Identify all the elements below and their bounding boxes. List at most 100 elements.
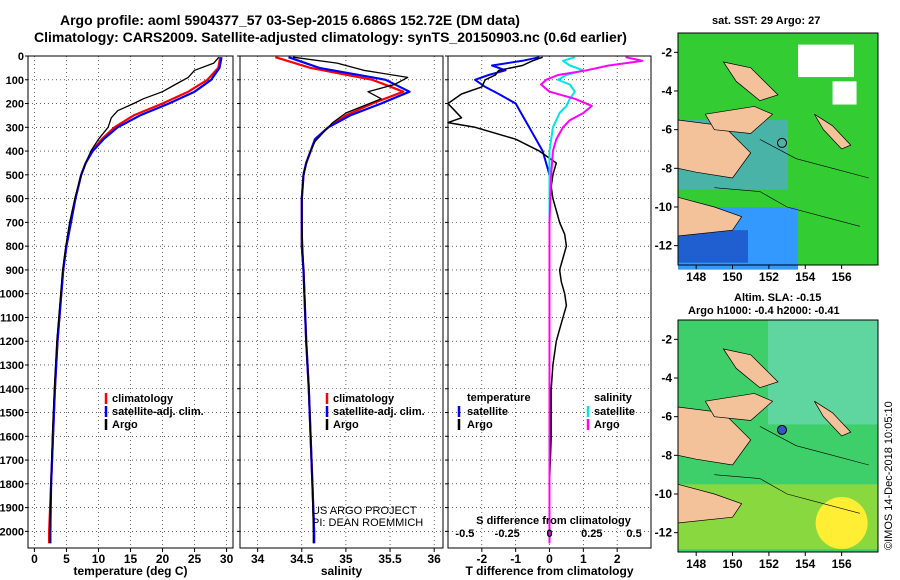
legend-t-satellite-label: satellite (467, 406, 508, 418)
map-sst (677, 32, 879, 270)
x-axis-label: T difference from climatology (465, 564, 633, 578)
legend-s-argo-label: Argo (594, 419, 620, 431)
land-bougainville (814, 113, 852, 150)
figure-title-line2: Climatology: CARS2009. Satellite-adjuste… (34, 29, 627, 45)
y-tick-label: 1400 (0, 384, 24, 396)
sst-field-cold (678, 230, 748, 263)
y-tick-label: 1800 (0, 479, 24, 491)
legend-argo-label: Argo (112, 419, 138, 431)
s-tick-label: 0.25 (581, 528, 602, 540)
series-argo-line (292, 56, 409, 544)
series-t-diff-argo-line (447, 56, 568, 544)
x-tick-label: 0 (546, 552, 553, 566)
y-tick-label: 1300 (0, 360, 24, 372)
legend-satellite-label: satellite-adj. clim. (333, 406, 425, 418)
map-x-tick-label: 154 (795, 557, 815, 571)
legend-temperature-title: temperature (467, 392, 531, 404)
x-tick-label: 34 (251, 552, 265, 566)
profile-panel-frame-1 (239, 55, 444, 549)
legend-t-argo-label: Argo (467, 419, 493, 431)
land-bougainville (814, 400, 852, 437)
y-tick-label: 900 (6, 265, 24, 277)
x-axis-label: salinity (321, 564, 363, 578)
x-tick-label: 2 (614, 552, 621, 566)
map-y-tick-label: -6 (661, 410, 672, 424)
s-tick-label: -0.5 (455, 528, 474, 540)
y-tick-label: 1700 (0, 455, 24, 467)
x-axis-label: temperature (deg C) (73, 564, 187, 578)
imos-stamp: ©IMOS 14-Dec-2018 10:05:10 (883, 401, 895, 550)
x-tick-label: 36 (427, 552, 441, 566)
x-tick-label: 0 (31, 552, 38, 566)
s-tick-label: 0 (546, 528, 552, 540)
map-y-tick-label: -2 (661, 45, 672, 59)
y-tick-label: 1100 (0, 312, 24, 324)
series-s-diff-argo-line (540, 56, 644, 544)
y-tick-label: 1900 (0, 503, 24, 515)
y-tick-label: 1200 (0, 336, 24, 348)
y-tick-label: 2000 (0, 526, 24, 538)
map-sla (677, 319, 879, 553)
legend-satellite-label: satellite-adj. clim. (112, 406, 204, 418)
legend-climatology-label: climatology (112, 393, 174, 405)
x-tick-label: 35.5 (378, 552, 402, 566)
s-tick-label: -0.25 (495, 528, 520, 540)
map-y-tick-label: -12 (655, 526, 673, 540)
x-tick-label: -1 (510, 552, 521, 566)
map-y-tick-label: -8 (661, 161, 672, 175)
bathy-contour (714, 187, 860, 227)
profile-panel-frame-0 (27, 55, 234, 549)
map-x-tick-label: 156 (832, 270, 852, 284)
map-y-tick-label: -10 (655, 200, 673, 214)
map-frame (677, 319, 879, 553)
x-tick-label: 15 (124, 552, 138, 566)
sla-high-anomaly (815, 497, 868, 549)
argo-float-marker (777, 137, 787, 148)
map-x-tick-label: 154 (795, 270, 815, 284)
y-tick-label: 400 (6, 146, 24, 158)
map-frame (677, 32, 879, 266)
s-axis-label: S difference from climatology (476, 515, 632, 527)
land-new-ireland (722, 348, 779, 389)
map-x-tick-label: 150 (723, 557, 743, 571)
map-x-tick-label: 148 (686, 270, 706, 284)
y-tick-label: 600 (6, 194, 24, 206)
figure-title-line1: Argo profile: aoml 5904377_57 03-Sep-201… (60, 12, 520, 28)
credit-project: US ARGO PROJECT (312, 505, 417, 517)
map-x-tick-label: 152 (759, 557, 779, 571)
land-new-ireland (722, 61, 779, 102)
x-tick-label: 1 (580, 552, 587, 566)
y-tick-label: 800 (6, 241, 24, 253)
y-tick-label: 500 (6, 170, 24, 182)
credit-pi: PI: DEAN ROEMMICH (312, 517, 424, 529)
map-x-tick-label: 152 (759, 270, 779, 284)
map-y-tick-label: -8 (661, 448, 672, 462)
bathy-contour (714, 474, 860, 514)
map-x-tick-label: 148 (686, 557, 706, 571)
x-tick-label: 5 (63, 552, 70, 566)
sst-cloud-mask (798, 44, 854, 78)
argo-float-marker (777, 424, 787, 435)
x-tick-label: 20 (156, 552, 170, 566)
map-x-tick-label: 156 (832, 557, 852, 571)
land-new-britain (704, 106, 774, 134)
x-tick-label: -2 (476, 552, 487, 566)
sla-map-title-line2: Argo h1000: -0.4 h2000: -0.41 (688, 305, 840, 317)
y-tick-label: 300 (6, 122, 24, 134)
legend-s-satellite-label: satellite (594, 406, 635, 418)
map-y-tick-label: -4 (661, 371, 672, 385)
y-tick-label: 200 (6, 99, 24, 111)
sst-map-title: sat. SST: 29 Argo: 27 (712, 15, 821, 27)
y-tick-label: 1000 (0, 289, 24, 301)
legend-salinity-title: salinity (594, 392, 633, 404)
x-tick-label: 34.5 (290, 552, 314, 566)
legend-climatology-label: climatology (333, 393, 395, 405)
series-argo-line (49, 56, 220, 544)
y-tick-label: 700 (6, 217, 24, 229)
x-tick-label: 30 (220, 552, 234, 566)
s-tick-label: 0.5 (626, 528, 641, 540)
legend-argo-label: Argo (333, 419, 359, 431)
x-tick-label: 10 (92, 552, 106, 566)
sst-cloud-mask (832, 81, 857, 105)
